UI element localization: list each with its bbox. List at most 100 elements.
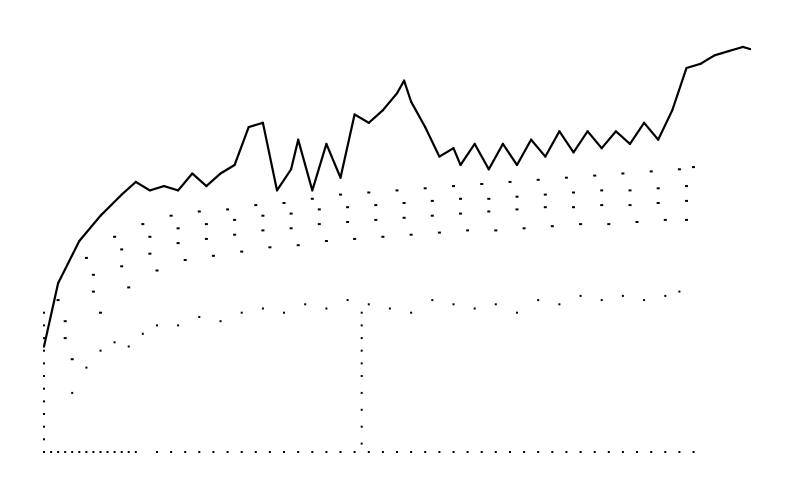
data-point-drop-column [43, 362, 45, 365]
data-point-envelope [530, 138, 533, 141]
data-point-band [459, 212, 462, 215]
data-point-band [240, 250, 244, 253]
data-point-band [550, 225, 554, 228]
data-point-band [282, 202, 286, 204]
data-point-envelope [191, 172, 194, 175]
data-point-band [226, 208, 230, 211]
data-point-scatter-cluster [664, 294, 667, 297]
data-point-band [367, 191, 371, 194]
data-point-baseline [311, 451, 314, 453]
data-point-band [317, 208, 321, 211]
data-point-band [176, 227, 180, 230]
data-point-baseline [480, 451, 483, 453]
data-point-envelope [219, 172, 222, 175]
data-point-band [522, 227, 526, 230]
data-point-band [494, 229, 498, 232]
data-point-envelope [410, 100, 413, 103]
data-point-envelope [163, 185, 165, 188]
data-point-envelope [353, 113, 356, 116]
data-point-baseline [325, 451, 328, 453]
data-point-drop-column [360, 324, 363, 327]
data-point-baseline [198, 451, 201, 453]
data-point-scatter-cluster [600, 299, 603, 302]
data-point-envelope [78, 240, 81, 242]
data-point-envelope [657, 138, 660, 141]
data-point-envelope [396, 92, 398, 95]
data-point-band [296, 244, 300, 247]
data-point-scatter-cluster [261, 307, 264, 310]
data-points [42, 45, 751, 453]
data-point-envelope [713, 54, 716, 57]
data-point-baseline [424, 451, 427, 453]
data-point-envelope [572, 151, 575, 154]
data-point-envelope [544, 155, 547, 158]
data-point-band [685, 185, 688, 188]
data-point-scatter-cluster [325, 307, 328, 310]
data-point-baseline [134, 451, 137, 453]
data-point-band [508, 180, 512, 183]
data-point-band [120, 265, 124, 268]
data-point-band [685, 199, 688, 202]
data-point-baseline [113, 451, 116, 453]
data-point-band [572, 206, 575, 209]
data-point-drop-column [360, 362, 363, 365]
data-point-baseline [99, 451, 102, 453]
data-point-band [656, 202, 660, 204]
data-point-band [63, 320, 67, 323]
data-point-scatter-cluster [113, 341, 116, 344]
data-point-band [99, 311, 102, 314]
data-point-scatter-cluster [85, 366, 88, 369]
data-point-scatter-cluster [473, 307, 476, 310]
data-point-envelope [403, 79, 406, 82]
data-point-baseline [381, 451, 384, 453]
data-point-band [409, 233, 413, 236]
data-point-baseline [339, 451, 342, 453]
data-point-envelope [276, 189, 278, 192]
data-point-band [628, 189, 632, 192]
data-point-band [233, 218, 237, 221]
data-point-band [663, 218, 667, 221]
data-point-band [685, 218, 688, 221]
data-point-envelope [311, 189, 314, 192]
data-point-baseline [283, 451, 285, 453]
data-point-band [120, 248, 124, 251]
data-point-scatter-cluster [621, 294, 624, 297]
data-point-envelope [99, 214, 102, 217]
data-point-drop-column [43, 375, 45, 377]
data-point-envelope [57, 282, 60, 285]
data-point-scatter-cluster [304, 303, 307, 306]
data-point-scatter-cluster [219, 320, 222, 323]
data-point-band [515, 208, 519, 211]
data-point-envelope [501, 142, 504, 145]
data-point-baseline [120, 451, 123, 453]
data-point-drop-column [360, 349, 363, 352]
data-point-envelope [367, 121, 370, 124]
data-point-baseline [254, 451, 257, 453]
data-point-band [649, 170, 653, 173]
data-point-band [656, 187, 660, 190]
data-point-band [459, 197, 462, 200]
data-point-baseline [664, 451, 667, 453]
data-point-envelope [233, 164, 236, 166]
data-point-envelope [290, 168, 293, 171]
data-point-band [381, 235, 385, 238]
data-point-envelope [43, 345, 45, 348]
data-point-baseline [410, 451, 413, 453]
data-point-band [56, 299, 60, 302]
data-point-band [487, 210, 491, 213]
data-point-band [148, 252, 152, 255]
data-point-baseline [551, 451, 554, 453]
data-point-band [423, 187, 427, 190]
data-point-drop-column [360, 311, 363, 314]
data-point-band [261, 229, 265, 232]
data-point-band [113, 235, 117, 238]
data-point-band [346, 221, 350, 223]
data-point-baseline [636, 451, 638, 453]
data-point-band [254, 204, 258, 207]
data-point-envelope [614, 130, 617, 133]
data-point-envelope [205, 185, 208, 188]
data-point-envelope [452, 147, 455, 150]
data-point-envelope [516, 164, 518, 166]
data-point-scatter-cluster [678, 290, 681, 293]
data-point-band [310, 197, 314, 200]
